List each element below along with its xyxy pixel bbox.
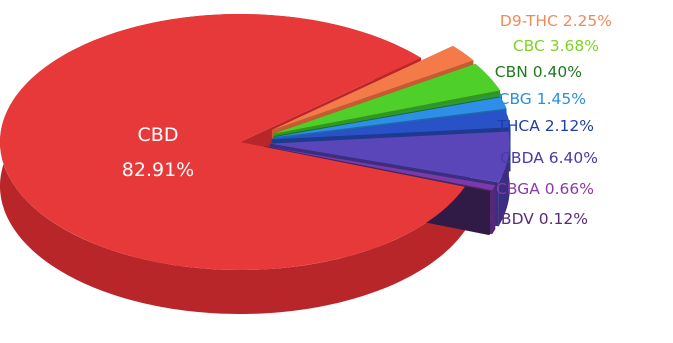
pie-slice-cbdv <box>264 146 490 192</box>
slice-label-d9-thc: D9-THC 2.25% <box>500 12 612 30</box>
pie-slice-thca <box>271 110 511 140</box>
pie-slice-cbga <box>266 146 496 191</box>
slice-label-thca: THCA 2.12% <box>496 117 594 135</box>
pie-top-layer <box>0 13 511 270</box>
pie-slice-cbn <box>274 92 502 137</box>
pie-slice-cbc <box>274 63 500 134</box>
slice-label-cbc: CBC 3.68% <box>513 37 599 55</box>
pie-slice-cbd <box>0 13 465 270</box>
pie-slice-cbda <box>269 131 510 183</box>
slice-label-cbga: CBGA 0.66% <box>496 180 594 198</box>
pie-labels-layer: CBD 82.91% D9-THC 2.25% CBC 3.68% CBN 0.40% C… <box>122 12 612 228</box>
slice-label-cbdv: CBDV 0.12% <box>490 210 588 228</box>
pie-slice-side-cbda <box>498 131 510 227</box>
slice-label-cbn: CBN 0.40% <box>495 63 582 81</box>
pie-slice-cbg <box>272 97 507 138</box>
slice-label-cbg: CBG 1.45% <box>499 90 586 108</box>
slice-label-cbda: CBDA 6.40% <box>500 149 598 167</box>
slice-label-cbd: CBD <box>138 124 179 146</box>
pie-slice-d9-thc <box>271 45 474 130</box>
slice-value-cbd: 82.91% <box>122 159 194 181</box>
